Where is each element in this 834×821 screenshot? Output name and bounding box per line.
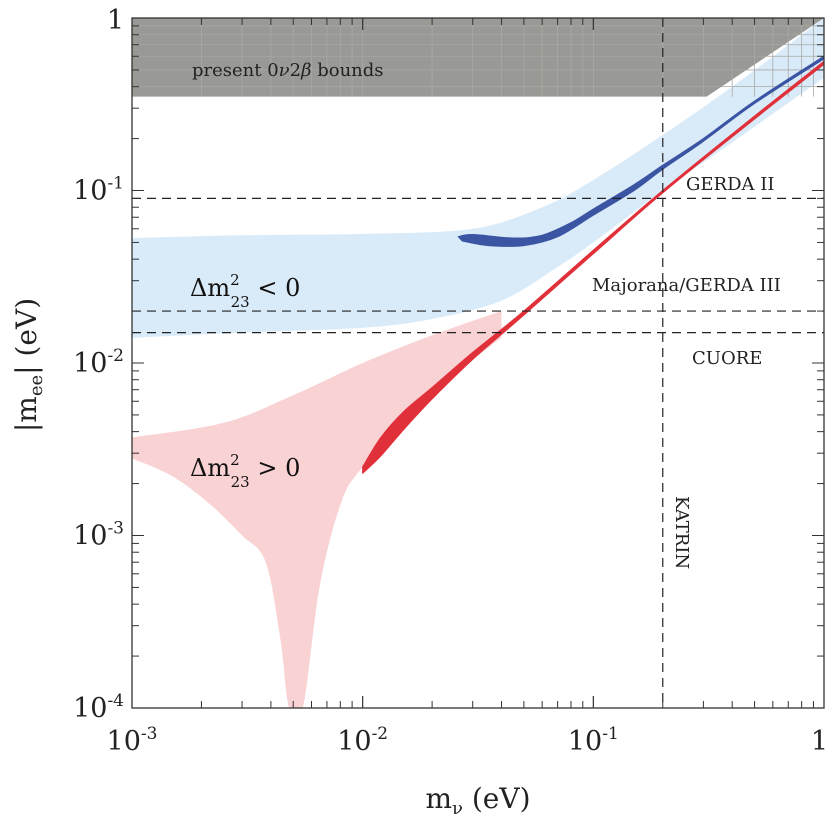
plot-area (132, 18, 824, 708)
regions (132, 18, 824, 708)
excluded-region-label-part: bounds (311, 60, 383, 81)
x-tick-label-exponent: -1 (602, 724, 619, 744)
y-tick-label-base: 1 (107, 5, 124, 36)
axis-ticks (131, 17, 825, 709)
y-tick-label-exponent: -4 (107, 691, 124, 711)
x-tick-label-base: 10 (568, 726, 602, 757)
y-tick-label: 10-1 (73, 174, 124, 207)
x-tick-label: 10-1 (568, 724, 619, 757)
reference-label-katrin: KATRIN (671, 496, 692, 569)
normal-region-label-part: 23 (231, 473, 250, 491)
x-tick-label-base: 10 (337, 726, 371, 757)
y-tick-label: 1 (107, 5, 124, 36)
normal-hierarchy-region (132, 311, 502, 708)
excluded-region-label-part: present 0 (192, 60, 279, 81)
y-axis-label: |mee| (eV) (10, 298, 47, 432)
inverted-region-label-part: 2 (230, 271, 240, 289)
y-tick-label-exponent: -1 (107, 174, 124, 194)
x-tick-label: 10-2 (337, 724, 388, 757)
excluded-region-grid (132, 18, 824, 97)
normal-mass-band (362, 60, 824, 474)
y-tick-label-base: 10 (73, 521, 107, 552)
reference-label-cuore: CUORE (692, 348, 762, 369)
x-tick-label-exponent: -3 (141, 724, 158, 744)
reference-label-majorana-gerda-iii: Majorana/GERDA III (592, 275, 781, 296)
x-tick-label-base: 10 (107, 726, 141, 757)
x-axis-label: mν (eV) (425, 782, 530, 819)
excluded-region-label-part: 2 (290, 60, 301, 81)
inverted-region-label-part: < 0 (250, 274, 301, 302)
y-tick-label-base: 10 (73, 693, 107, 724)
reference-lines (132, 18, 824, 708)
normal-region-label-part: > 0 (250, 454, 301, 482)
x-tick-label-exponent: -2 (372, 724, 389, 744)
inverted-hierarchy-region (132, 18, 824, 338)
y-tick-label: 10-3 (73, 519, 124, 552)
inverted-mass-band (457, 55, 824, 247)
y-tick-label: 10-4 (73, 691, 124, 724)
x-tick-label-base: 1 (811, 726, 828, 757)
normal-region-label-part: 2 (230, 451, 240, 469)
inverted-region-label-part: Δm (190, 274, 230, 302)
inverted-region-label: Δm2 23 < 0 (190, 271, 300, 311)
axis-tick-labels: 10-3 10-2 10-1 110-410-310-210-11 (73, 5, 828, 757)
normal-region-label-part: Δm (190, 454, 230, 482)
x-tick-label: 10-3 (107, 724, 158, 757)
reference-label-gerda-ii: GERDA II (686, 174, 774, 195)
normal-region-label: Δm2 23 > 0 (190, 451, 300, 491)
x-tick-label: 1 (811, 726, 828, 757)
y-tick-label-base: 10 (73, 348, 107, 379)
y-tick-label-exponent: -3 (107, 519, 124, 539)
excluded-region-label-part: ν (279, 60, 290, 81)
excluded-region-label: present 0ν2β bounds (192, 60, 384, 81)
excluded-region-label-part: β (300, 60, 311, 81)
y-tick-label-base: 10 (73, 176, 107, 207)
y-tick-label: 10-2 (73, 346, 124, 379)
y-tick-label-exponent: -2 (107, 346, 124, 366)
excluded-region (132, 18, 824, 97)
mass-bands (362, 55, 824, 474)
inverted-region-label-part: 23 (231, 293, 250, 311)
